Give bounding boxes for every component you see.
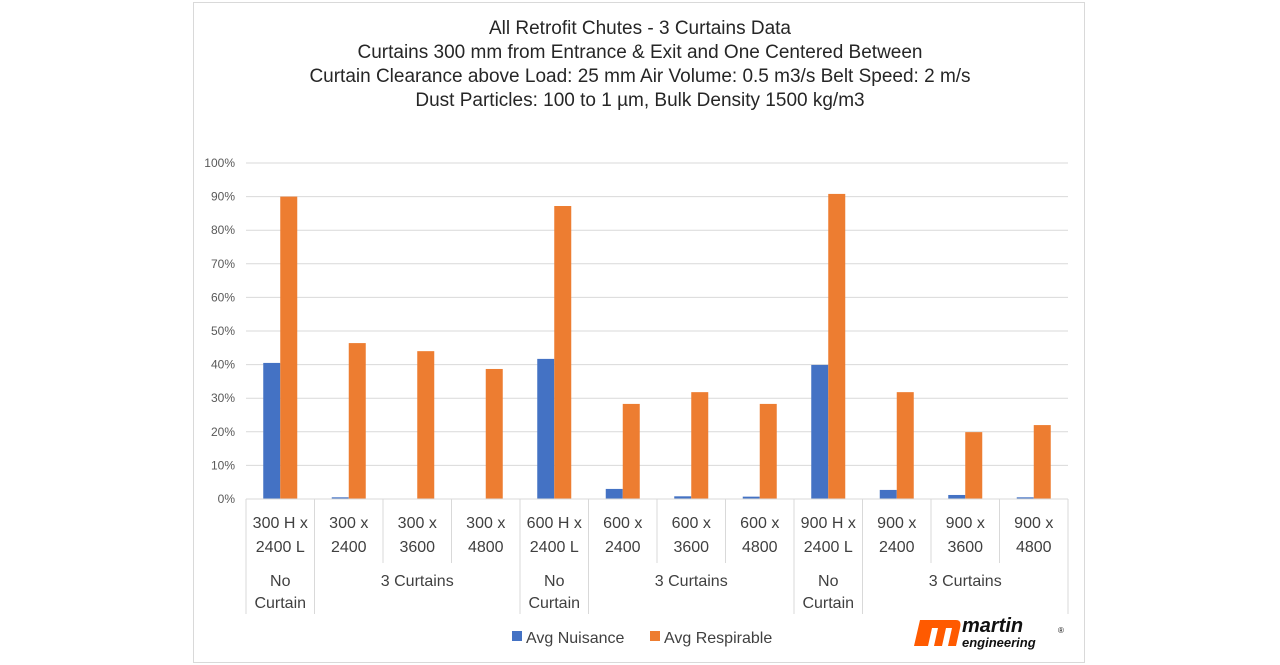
bar-avg-nuisance (948, 494, 966, 499)
x-category-label: 4800 (1016, 539, 1052, 556)
bar-avg-respirable (622, 403, 640, 499)
bar-avg-respirable (759, 403, 777, 499)
bar-avg-nuisance (537, 358, 555, 499)
x-group-label: 3 Curtains (655, 573, 728, 590)
x-category-label: 300 x (398, 515, 437, 532)
chart-title-line: Curtains 300 mm from Entrance & Exit and… (358, 42, 923, 63)
bar-avg-nuisance (674, 496, 692, 499)
bar-avg-respirable (554, 206, 572, 499)
x-category-label: 2400 (605, 539, 641, 556)
chart-frame (193, 2, 1085, 663)
y-tick-label: 10% (211, 458, 235, 472)
x-group-label: Curtain (802, 595, 854, 612)
x-category-label: 4800 (742, 539, 778, 556)
y-tick-label: 60% (211, 290, 235, 304)
x-category-label: 300 x (329, 515, 368, 532)
x-group-label: Curtain (254, 595, 306, 612)
x-category-label: 2400 (879, 539, 915, 556)
bar-avg-respirable (828, 193, 846, 500)
bar-avg-respirable (965, 432, 983, 499)
bar-avg-nuisance (605, 488, 623, 499)
x-category-label: 3600 (673, 539, 709, 556)
x-category-label: 2400 (331, 539, 367, 556)
x-group-label: Curtain (528, 595, 580, 612)
bar-avg-respirable (348, 343, 366, 499)
x-group-label: 3 Curtains (381, 573, 454, 590)
x-category-label: 900 x (946, 515, 985, 532)
legend-label: Avg Respirable (664, 630, 772, 647)
x-category-label: 600 H x (527, 515, 582, 532)
svg-text:®: ® (1058, 626, 1064, 635)
x-category-label: 2400 L (530, 539, 579, 556)
x-category-label: 900 x (1014, 515, 1053, 532)
legend-swatch (650, 631, 660, 641)
bar-avg-respirable (280, 196, 298, 499)
x-category-label: 300 x (466, 515, 505, 532)
chart-title-line: All Retrofit Chutes - 3 Curtains Data (489, 18, 791, 39)
martin-engineering-logo: martin engineering ® (914, 615, 1064, 650)
y-tick-label: 100% (204, 156, 235, 170)
legend-swatch (512, 631, 522, 641)
bar-avg-nuisance (263, 362, 281, 499)
chart-title-line: Dust Particles: 100 to 1 µm, Bulk Densit… (415, 90, 864, 111)
legend-label: Avg Nuisance (526, 630, 625, 647)
svg-text:martin: martin (962, 615, 1023, 637)
y-tick-label: 90% (211, 190, 235, 204)
y-tick-label: 40% (211, 358, 235, 372)
y-tick-label: 20% (211, 425, 235, 439)
x-category-label: 2400 L (804, 539, 853, 556)
x-category-label: 3600 (399, 539, 435, 556)
x-category-label: 900 x (877, 515, 916, 532)
bar-avg-nuisance (811, 364, 829, 499)
x-group-label: No (818, 573, 839, 590)
bar-avg-nuisance (1016, 497, 1034, 499)
x-group-label: 3 Curtains (929, 573, 1002, 590)
x-category-label: 600 x (740, 515, 779, 532)
x-category-label: 4800 (468, 539, 504, 556)
y-tick-label: 0% (218, 492, 236, 506)
bar-avg-respirable (691, 392, 709, 499)
x-category-label: 600 x (672, 515, 711, 532)
bar-avg-respirable (417, 351, 435, 499)
x-category-label: 300 H x (253, 515, 308, 532)
x-group-label: No (270, 573, 291, 590)
x-category-label: 3600 (947, 539, 983, 556)
bar-avg-respirable (896, 392, 914, 499)
bar-avg-nuisance (742, 496, 760, 499)
bar-avg-respirable (1033, 425, 1051, 499)
y-tick-label: 70% (211, 257, 235, 271)
svg-text:engineering: engineering (962, 635, 1036, 650)
x-category-label: 2400 L (256, 539, 305, 556)
bar-avg-nuisance (331, 497, 349, 499)
x-category-label: 600 x (603, 515, 642, 532)
y-tick-label: 30% (211, 391, 235, 405)
x-group-label: No (544, 573, 565, 590)
x-category-label: 900 H x (801, 515, 856, 532)
bar-avg-respirable (485, 368, 503, 499)
bar-avg-nuisance (879, 489, 897, 499)
chart-title-line: Curtain Clearance above Load: 25 mm Air … (309, 66, 970, 87)
y-tick-label: 80% (211, 223, 235, 237)
y-tick-label: 50% (211, 324, 235, 338)
